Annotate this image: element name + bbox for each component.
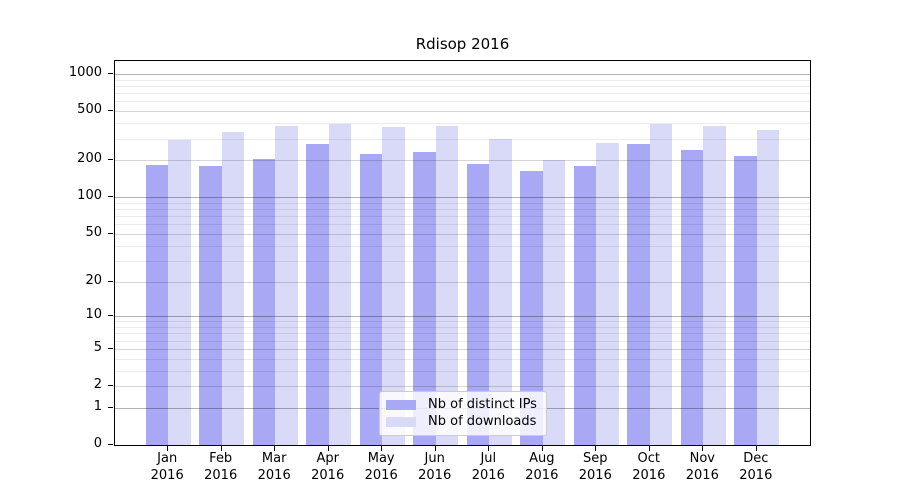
x-tick-label-feb: Feb 2016 bbox=[204, 451, 238, 483]
bar-distinct-ips-jun bbox=[413, 152, 436, 445]
chart-title: Rdisop 2016 bbox=[415, 35, 510, 53]
x-tick-mark bbox=[488, 446, 490, 451]
bar-distinct-ips-sep bbox=[573, 166, 597, 445]
bar-downloads-nov bbox=[703, 126, 726, 445]
x-tick-label-aug: Aug 2016 bbox=[525, 451, 559, 483]
y-tick-label: 2 bbox=[93, 377, 102, 392]
x-tick-mark bbox=[274, 446, 276, 451]
bar-downloads-aug bbox=[542, 159, 566, 445]
y-tick-label: 100 bbox=[77, 188, 102, 204]
x-tick-mark bbox=[434, 446, 436, 451]
y-tick-mark bbox=[108, 196, 113, 198]
bar-downloads-jan bbox=[168, 139, 191, 445]
bar-downloads-sep bbox=[596, 143, 619, 445]
x-tick-mark bbox=[327, 446, 329, 451]
x-tick-label-nov: Nov 2016 bbox=[685, 451, 719, 483]
y-tick-label: 5 bbox=[93, 339, 102, 355]
y-tick-label: 0 bbox=[93, 436, 102, 451]
x-tick-label-jun: Jun 2016 bbox=[418, 451, 452, 483]
x-tick-mark bbox=[220, 446, 222, 451]
bar-downloads-oct bbox=[649, 123, 673, 445]
y-tick-label: 20 bbox=[85, 272, 102, 288]
x-tick-label-oct: Oct 2016 bbox=[632, 451, 666, 483]
x-tick-mark bbox=[541, 446, 543, 451]
legend-label-distinct-ips: Nb of distinct IPs bbox=[428, 397, 537, 412]
x-tick-mark bbox=[702, 446, 704, 451]
bar-downloads-feb bbox=[221, 132, 245, 445]
y-tick-label: 1 bbox=[93, 398, 102, 414]
bar-downloads-jul bbox=[489, 139, 512, 445]
legend-swatch-distinct-ips bbox=[386, 399, 416, 410]
bar-downloads-dec bbox=[756, 129, 780, 445]
bar-distinct-ips-jul bbox=[466, 164, 490, 445]
bar-downloads-mar bbox=[275, 126, 298, 445]
x-tick-mark bbox=[595, 446, 597, 451]
bar-distinct-ips-apr bbox=[306, 143, 329, 445]
x-tick-label-jan: Jan 2016 bbox=[150, 451, 184, 483]
bar-distinct-ips-aug bbox=[520, 171, 543, 445]
y-tick-mark bbox=[108, 385, 113, 386]
legend: Nb of distinct IPs Nb of downloads bbox=[379, 391, 547, 436]
bar-distinct-ips-dec bbox=[734, 155, 757, 445]
x-tick-label-dec: Dec 2016 bbox=[739, 451, 773, 483]
y-tick-mark bbox=[108, 315, 113, 317]
y-tick-mark bbox=[108, 280, 113, 282]
x-tick-label-mar: Mar 2016 bbox=[257, 451, 291, 483]
y-tick-mark bbox=[108, 406, 113, 408]
y-tick-mark bbox=[108, 159, 113, 161]
y-tick-label: 10 bbox=[85, 307, 102, 323]
bar-downloads-may bbox=[382, 126, 405, 445]
y-tick-label: 50 bbox=[85, 224, 102, 240]
x-tick-label-sep: Sep 2016 bbox=[578, 451, 612, 483]
y-tick-label: 200 bbox=[77, 151, 102, 167]
bar-distinct-ips-feb bbox=[199, 165, 222, 445]
legend-swatch-downloads bbox=[386, 416, 416, 427]
bar-distinct-ips-jan bbox=[145, 164, 169, 445]
bar-distinct-ips-oct bbox=[627, 144, 650, 445]
bar-downloads-jun bbox=[435, 126, 459, 445]
x-tick-label-may: May 2016 bbox=[364, 451, 398, 483]
x-tick-label-apr: Apr 2016 bbox=[311, 451, 345, 483]
x-tick-label-jul: Jul 2016 bbox=[471, 451, 505, 483]
legend-item-distinct-ips: Nb of distinct IPs bbox=[386, 396, 538, 413]
bar-downloads-apr bbox=[328, 124, 352, 445]
x-tick-mark bbox=[381, 446, 383, 451]
x-tick-mark bbox=[755, 446, 757, 451]
legend-item-downloads: Nb of downloads bbox=[386, 413, 538, 430]
bars-layer bbox=[115, 61, 810, 445]
y-tick-mark bbox=[108, 444, 113, 445]
x-tick-mark bbox=[167, 446, 169, 451]
y-tick-mark bbox=[108, 110, 113, 112]
bar-distinct-ips-nov bbox=[680, 150, 704, 445]
bar-distinct-ips-mar bbox=[252, 158, 276, 445]
y-tick-mark bbox=[108, 232, 113, 234]
y-tick-mark bbox=[108, 72, 113, 74]
legend-label-downloads: Nb of downloads bbox=[428, 414, 537, 429]
y-tick-mark bbox=[108, 347, 113, 349]
bar-distinct-ips-may bbox=[359, 154, 383, 445]
plot-area bbox=[114, 60, 811, 446]
y-tick-label: 1000 bbox=[68, 64, 102, 80]
x-tick-mark bbox=[648, 446, 650, 451]
y-tick-label: 500 bbox=[77, 102, 102, 118]
